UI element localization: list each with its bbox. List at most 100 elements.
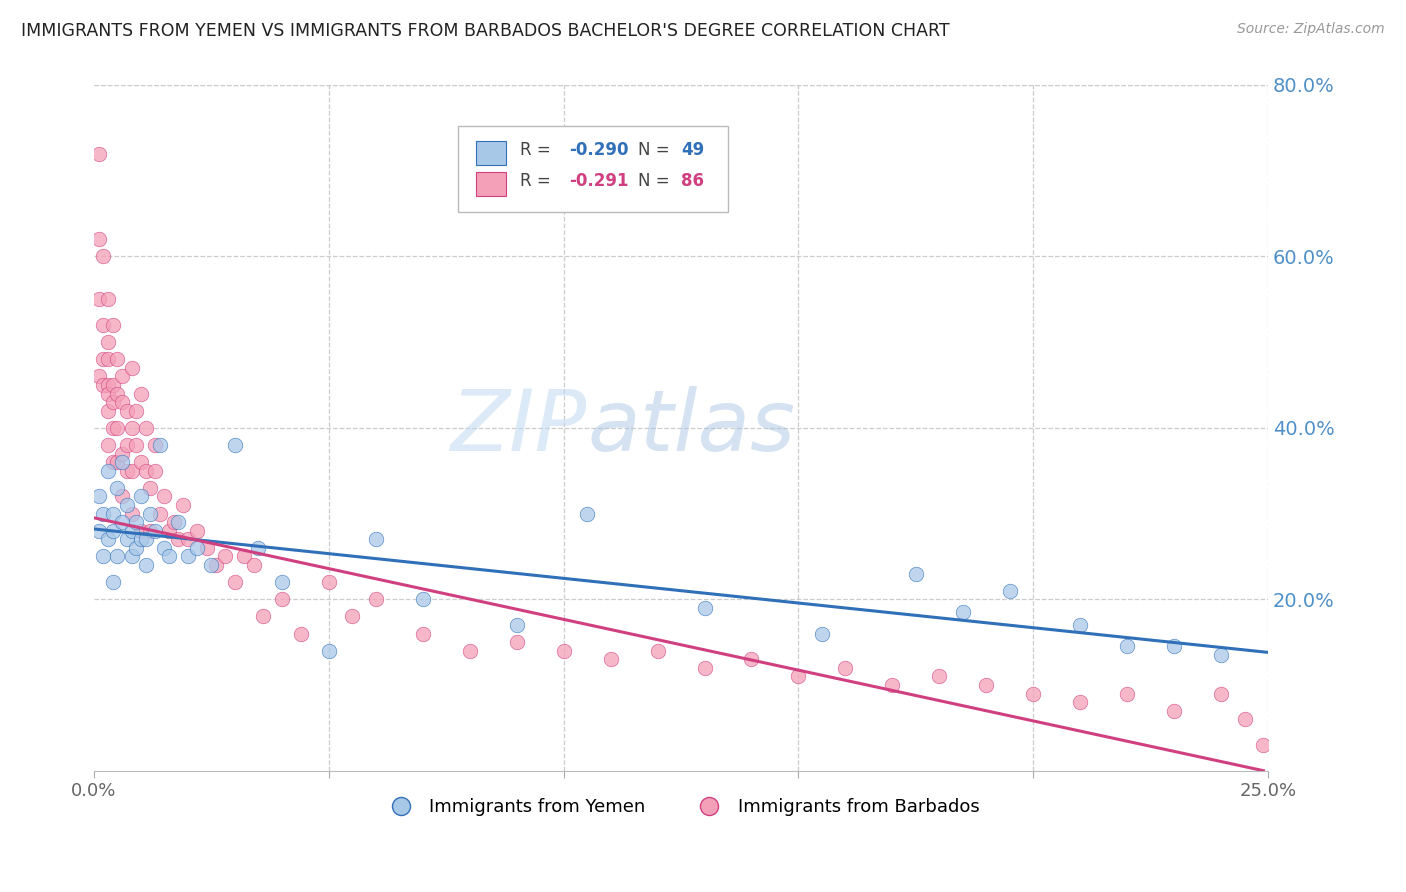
Point (247, 541, 270, 555)
Point (135, 421, 157, 435)
Point (647, 643, 669, 657)
Point (576, 507, 599, 521)
Point (242, 558, 264, 572)
Point (318, 575, 340, 590)
Point (121, 507, 143, 521)
Point (224, 438, 246, 452)
Point (101, 421, 124, 435)
Point (177, 533, 200, 547)
Text: Source: ZipAtlas.com: Source: ZipAtlas.com (1237, 22, 1385, 37)
Point (97, 352, 120, 367)
Point (1211, 687, 1233, 701)
Point (129, 386, 152, 401)
Point (121, 549, 143, 564)
Point (97, 335, 120, 350)
Point (97, 292, 120, 306)
Point (101, 524, 124, 538)
Text: -0.290: -0.290 (569, 141, 628, 159)
Point (205, 558, 228, 572)
Point (107, 549, 129, 564)
Point (364, 533, 387, 547)
Point (787, 669, 810, 683)
Point (177, 549, 200, 564)
Point (101, 378, 124, 392)
Point (928, 669, 950, 683)
Point (97, 438, 120, 452)
Point (125, 403, 148, 417)
Point (121, 421, 143, 435)
Point (342, 609, 364, 624)
Point (87, 292, 110, 306)
Point (125, 515, 148, 529)
Point (149, 438, 172, 452)
FancyBboxPatch shape (458, 126, 728, 211)
Text: R =: R = (520, 141, 557, 159)
Point (121, 360, 143, 375)
Point (91, 507, 114, 521)
Point (976, 678, 998, 692)
Point (115, 438, 138, 452)
Point (87, 369, 110, 384)
Point (195, 541, 218, 555)
Point (91, 249, 114, 263)
Point (115, 403, 138, 417)
Text: N =: N = (637, 172, 675, 190)
Point (458, 643, 481, 657)
Point (111, 455, 134, 469)
Point (135, 558, 157, 572)
Point (904, 566, 927, 581)
Point (87, 489, 110, 503)
Point (1116, 640, 1139, 654)
Point (125, 541, 148, 555)
Point (101, 395, 124, 409)
Point (1116, 687, 1139, 701)
Point (693, 661, 716, 675)
Point (1163, 704, 1185, 718)
Point (129, 524, 152, 538)
Point (172, 498, 194, 512)
Point (157, 524, 180, 538)
Point (1163, 640, 1185, 654)
Point (111, 369, 134, 384)
Point (129, 455, 152, 469)
Point (111, 515, 134, 529)
Point (834, 661, 856, 675)
Point (412, 592, 434, 607)
Text: R =: R = (520, 172, 557, 190)
Point (1211, 648, 1233, 662)
Point (111, 395, 134, 409)
Point (121, 464, 143, 478)
Text: N =: N = (637, 141, 675, 159)
Point (107, 352, 129, 367)
Point (87, 146, 110, 161)
Point (129, 533, 152, 547)
Point (1253, 738, 1275, 752)
Point (186, 524, 208, 538)
Point (101, 507, 124, 521)
Point (97, 464, 120, 478)
Point (167, 533, 190, 547)
Point (91, 549, 114, 564)
Point (125, 438, 148, 452)
Point (153, 541, 176, 555)
Point (505, 618, 527, 632)
Point (186, 541, 208, 555)
Point (163, 515, 186, 529)
Point (121, 524, 143, 538)
Point (97, 403, 120, 417)
FancyBboxPatch shape (475, 141, 506, 165)
Point (97, 533, 120, 547)
Point (135, 533, 157, 547)
Text: IMMIGRANTS FROM YEMEN VS IMMIGRANTS FROM BARBADOS BACHELOR'S DEGREE CORRELATION : IMMIGRANTS FROM YEMEN VS IMMIGRANTS FROM… (21, 22, 949, 40)
Point (153, 489, 176, 503)
Point (97, 386, 120, 401)
Point (200, 558, 222, 572)
Legend: Immigrants from Yemen, Immigrants from Barbados: Immigrants from Yemen, Immigrants from B… (375, 791, 987, 823)
Point (1022, 687, 1045, 701)
Point (91, 352, 114, 367)
Point (952, 605, 974, 619)
Point (107, 421, 129, 435)
Point (143, 464, 166, 478)
Point (318, 643, 340, 657)
Point (91, 318, 114, 332)
